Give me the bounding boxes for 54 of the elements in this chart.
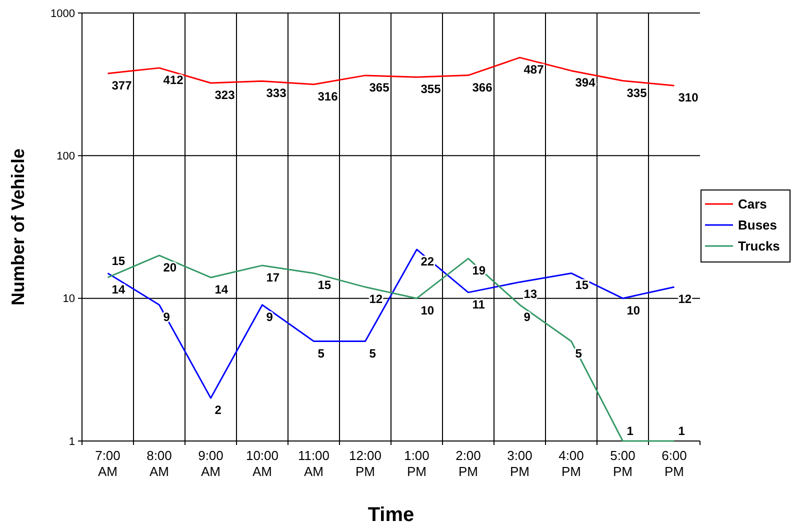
y-tick-label: 1 (68, 436, 75, 448)
x-tick-label: 5:00 PM (610, 448, 636, 479)
data-label: 316 (318, 89, 338, 104)
x-tick-label: 11:00 AM (298, 448, 330, 479)
legend-label: Cars (738, 196, 767, 212)
data-label: 15 (575, 278, 589, 292)
y-tick-label: 100 (56, 150, 75, 163)
data-label: 5 (369, 346, 376, 360)
data-label: 13 (524, 287, 538, 302)
data-label: 1 (678, 424, 686, 438)
y-axis-title: Number of Vehicle (8, 148, 28, 306)
data-label: 15 (112, 254, 126, 268)
data-label: 15 (318, 278, 332, 292)
data-label: 14 (214, 282, 228, 296)
data-label: 10 (420, 303, 434, 318)
y-tick-label: 10 (62, 293, 75, 306)
data-label: 17 (266, 270, 280, 284)
x-tick-label: 4:00 PM (558, 448, 584, 479)
data-label: 2 (214, 403, 222, 418)
x-tick-label: 6:00 PM (662, 448, 687, 479)
legend-label: Buses (738, 218, 778, 233)
data-label: 20 (163, 260, 177, 274)
data-label: 22 (420, 254, 434, 268)
line-series (107, 254, 675, 442)
x-tick-label: 3:00 PM (507, 448, 532, 479)
data-label: 9 (524, 310, 531, 324)
x-tick-label: 9:00 AM (198, 448, 224, 479)
data-label: 355 (420, 82, 442, 96)
data-label: 335 (626, 86, 648, 100)
data-label: 1 (626, 424, 634, 438)
x-tick-label: 2:00 PM (456, 448, 481, 479)
data-label: 310 (678, 90, 699, 105)
data-label: 394 (575, 76, 596, 90)
x-axis-title: Time (368, 504, 414, 526)
x-tick-label: 8:00 AM (146, 448, 172, 479)
y-tick-label: 1000 (50, 8, 75, 20)
x-tick-label: 10:00 AM (246, 448, 279, 479)
x-tick-label: 1:00 PM (404, 448, 430, 479)
data-label: 333 (266, 86, 287, 100)
data-label: 10 (626, 303, 640, 318)
data-label: 487 (524, 62, 544, 77)
line-series (107, 248, 675, 399)
data-label: 5 (318, 346, 325, 360)
data-label: 412 (163, 72, 184, 87)
x-tick-label: 7:00 AM (95, 448, 120, 479)
data-label: 366 (472, 80, 493, 94)
data-label: 11 (472, 297, 486, 312)
data-label: 14 (112, 282, 126, 296)
legend-label: Trucks (738, 238, 780, 254)
x-tick-label: 12:00 PM (348, 448, 382, 479)
data-label: 365 (369, 80, 390, 94)
data-label: 377 (112, 78, 132, 92)
data-label: 323 (214, 88, 236, 102)
data-label: 9 (266, 310, 274, 324)
